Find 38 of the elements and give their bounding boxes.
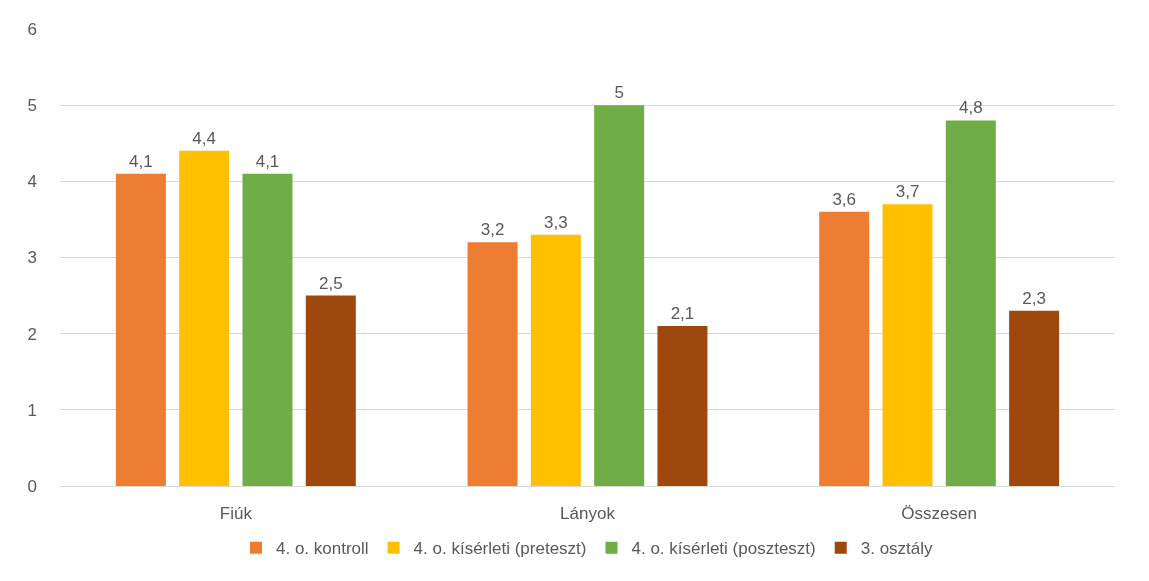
x-tick-label: Lányok (560, 504, 616, 524)
bar (1009, 310, 1060, 486)
bar (819, 211, 870, 486)
y-tick-label: 1 (27, 400, 37, 420)
x-tick-label: Összesen (901, 504, 977, 524)
x-tick-label: Fiúk (219, 504, 253, 524)
bar (242, 173, 293, 486)
bar (179, 150, 230, 486)
bar (882, 204, 933, 486)
bar (305, 295, 356, 486)
data-label: 3,3 (544, 212, 568, 232)
y-tick-label: 4 (27, 172, 37, 192)
data-label: 2,1 (670, 304, 695, 324)
bar (945, 120, 996, 486)
bar (657, 326, 708, 486)
data-label: 2,3 (1022, 288, 1046, 308)
legend-label: 3. osztály (860, 539, 934, 559)
legend-label: 4. o. kísérleti (poszteszt) (631, 539, 816, 559)
data-label: 4,8 (958, 98, 983, 118)
bar (594, 105, 645, 486)
y-tick-label: 0 (27, 476, 37, 496)
data-label: 3,2 (480, 220, 505, 240)
bar (530, 234, 581, 486)
y-tick-label: 5 (27, 96, 37, 116)
data-label: 4,1 (129, 151, 153, 171)
y-tick-label: 6 (27, 19, 37, 39)
legend-label: 4. o. kísérleti (preteszt) (413, 539, 587, 559)
bar (467, 242, 518, 486)
data-label: 3,6 (832, 189, 857, 209)
bar (115, 173, 166, 486)
data-label: 3,7 (895, 182, 920, 202)
legend-label: 4. o. kontroll (276, 539, 369, 559)
y-tick-label: 2 (27, 324, 37, 344)
data-label: 2,5 (318, 273, 343, 293)
data-label: 5 (614, 83, 624, 103)
y-tick-label: 3 (27, 248, 37, 268)
data-label: 4,1 (255, 151, 280, 171)
data-label: 4,4 (192, 128, 217, 148)
